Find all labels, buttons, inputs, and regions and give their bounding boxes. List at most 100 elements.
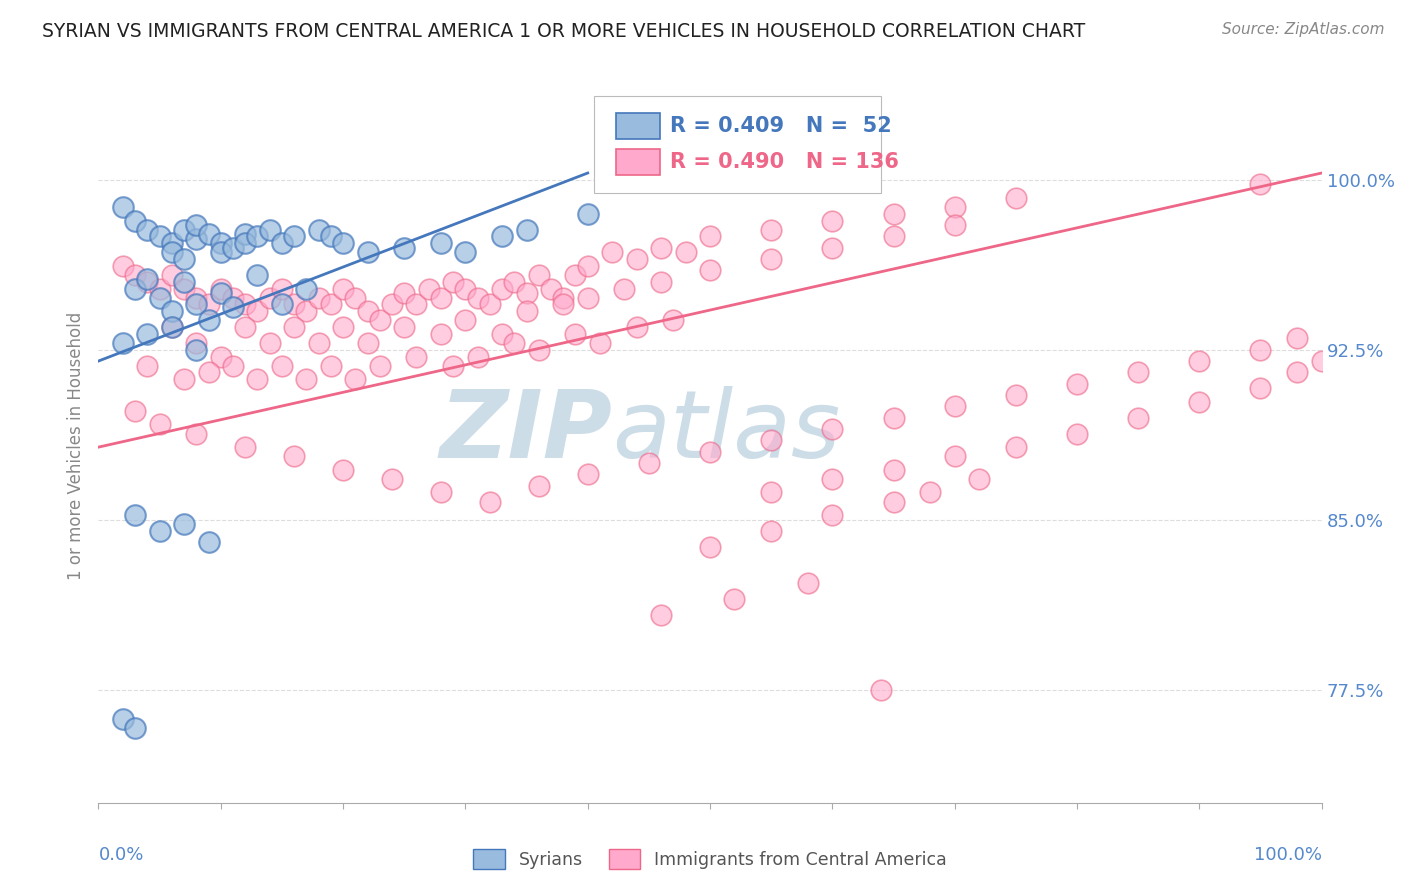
Point — [186, 426, 208, 441]
Point — [430, 291, 453, 305]
Point — [222, 300, 245, 314]
Point — [111, 712, 134, 726]
Point — [197, 227, 219, 242]
Point — [967, 472, 990, 486]
Point — [160, 268, 183, 282]
Point — [197, 365, 219, 379]
Point — [111, 259, 134, 273]
Point — [392, 320, 416, 334]
Point — [1286, 365, 1309, 379]
Point — [527, 478, 550, 492]
Text: atlas: atlas — [612, 386, 841, 477]
Point — [1249, 381, 1271, 395]
Point — [576, 467, 599, 482]
Point — [589, 335, 612, 350]
Point — [246, 304, 269, 318]
Point — [515, 286, 537, 301]
Point — [356, 335, 378, 350]
Point — [149, 281, 172, 295]
Point — [515, 304, 537, 318]
Point — [136, 326, 159, 341]
Point — [418, 281, 440, 295]
Point — [233, 440, 256, 454]
Point — [626, 320, 648, 334]
Point — [124, 281, 146, 295]
Point — [920, 485, 942, 500]
Point — [209, 236, 232, 251]
Point — [368, 359, 391, 373]
Text: SYRIAN VS IMMIGRANTS FROM CENTRAL AMERICA 1 OR MORE VEHICLES IN HOUSEHOLD CORREL: SYRIAN VS IMMIGRANTS FROM CENTRAL AMERIC… — [42, 22, 1085, 41]
Point — [761, 524, 783, 538]
Point — [761, 252, 783, 266]
Point — [699, 263, 721, 277]
Point — [699, 229, 721, 244]
Point — [1128, 410, 1150, 425]
Point — [270, 236, 294, 251]
Point — [503, 275, 526, 289]
Point — [870, 682, 893, 697]
Point — [270, 297, 294, 311]
Point — [797, 576, 820, 591]
Point — [392, 286, 416, 301]
Point — [295, 372, 318, 386]
Point — [197, 297, 219, 311]
Point — [821, 472, 844, 486]
Point — [699, 540, 721, 554]
Point — [209, 286, 232, 301]
Point — [1128, 365, 1150, 379]
Point — [160, 236, 183, 251]
Point — [1286, 331, 1309, 345]
FancyBboxPatch shape — [593, 96, 882, 193]
Point — [283, 320, 305, 334]
Point — [332, 281, 354, 295]
Point — [186, 343, 208, 357]
Point — [186, 335, 208, 350]
Text: Source: ZipAtlas.com: Source: ZipAtlas.com — [1222, 22, 1385, 37]
Point — [467, 350, 489, 364]
Point — [270, 359, 294, 373]
Point — [283, 229, 305, 244]
Point — [883, 463, 905, 477]
Point — [515, 222, 537, 236]
Text: ZIP: ZIP — [439, 385, 612, 478]
Point — [160, 245, 183, 260]
Point — [124, 721, 146, 735]
Point — [553, 297, 575, 311]
Point — [209, 245, 232, 260]
Point — [149, 229, 172, 244]
Point — [149, 291, 172, 305]
Point — [149, 417, 172, 432]
Point — [356, 304, 378, 318]
Point — [173, 222, 195, 236]
Point — [344, 372, 367, 386]
Point — [136, 272, 159, 286]
Point — [283, 297, 305, 311]
Point — [308, 222, 330, 236]
Point — [491, 326, 513, 341]
Point — [222, 291, 245, 305]
Point — [564, 268, 586, 282]
Point — [430, 326, 453, 341]
Point — [650, 275, 672, 289]
Point — [124, 213, 146, 227]
FancyBboxPatch shape — [616, 149, 659, 175]
Point — [943, 200, 966, 214]
Point — [613, 281, 636, 295]
Point — [1249, 178, 1271, 192]
Point — [430, 485, 453, 500]
Point — [368, 313, 391, 327]
Point — [454, 245, 477, 260]
Point — [1188, 354, 1211, 368]
Point — [111, 200, 134, 214]
Point — [883, 207, 905, 221]
Point — [638, 456, 661, 470]
Point — [430, 236, 453, 251]
Point — [1249, 343, 1271, 357]
Point — [295, 281, 318, 295]
Point — [319, 359, 342, 373]
FancyBboxPatch shape — [616, 113, 659, 139]
Point — [1066, 376, 1088, 391]
Point — [527, 268, 550, 282]
Point — [209, 281, 232, 295]
Point — [381, 297, 404, 311]
